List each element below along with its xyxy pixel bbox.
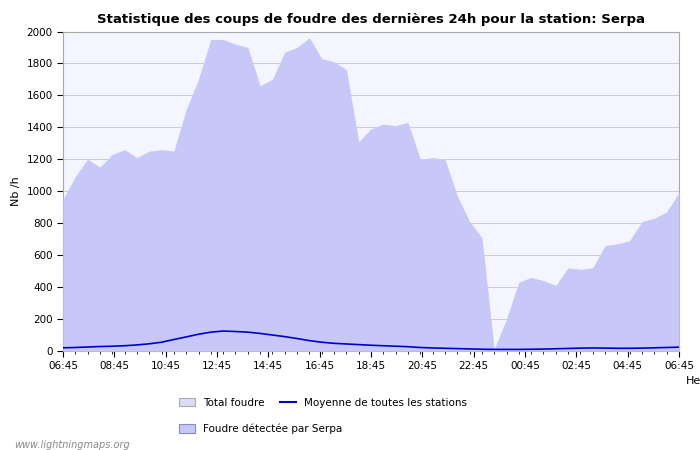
Text: Heure: Heure [686, 376, 700, 386]
Legend: Foudre détectée par Serpa: Foudre détectée par Serpa [179, 423, 342, 434]
Title: Statistique des coups de foudre des dernières 24h pour la station: Serpa: Statistique des coups de foudre des dern… [97, 13, 645, 26]
Y-axis label: Nb /h: Nb /h [10, 176, 21, 206]
Text: www.lightningmaps.org: www.lightningmaps.org [14, 440, 130, 450]
